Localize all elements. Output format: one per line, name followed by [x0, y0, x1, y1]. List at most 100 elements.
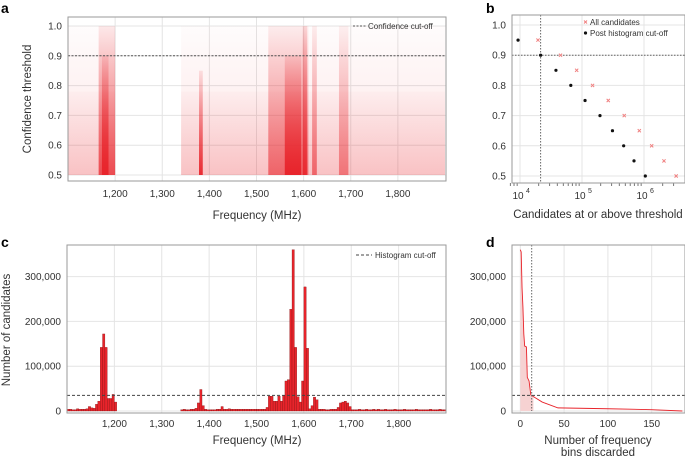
x-axis-label: Frequency (MHz) — [213, 435, 302, 447]
post-cutoff-point — [598, 114, 602, 118]
histogram-bar — [341, 401, 345, 412]
panel-c-histogram: 1,200 1,300 1,400 1,500 1,600 1,700 1,800 0 100,… — [1, 244, 447, 447]
histogram-bar — [235, 409, 238, 412]
plot-frame — [66, 244, 447, 414]
histogram-bar — [230, 409, 233, 412]
all-candidates-point — [606, 98, 611, 103]
histogram-bar — [253, 409, 257, 412]
all-candidates-point — [558, 53, 563, 58]
histogram-bar — [263, 409, 267, 412]
histogram-bar — [104, 347, 108, 412]
histogram-bar — [100, 347, 103, 412]
y-tick-label: 0.7 — [48, 111, 62, 122]
candidate-density-band — [312, 26, 317, 175]
histogram-bar — [332, 409, 335, 412]
all-candidates-point — [622, 113, 627, 118]
x-tick-exponent: 4 — [526, 188, 530, 195]
x-tick-exponent: 5 — [588, 188, 592, 195]
histogram-bar — [227, 408, 231, 412]
histogram-bar — [434, 409, 437, 412]
histogram-bar — [391, 409, 395, 412]
legend-label: Histogram cut-off — [375, 251, 437, 260]
x-tick-label: 1,300 — [149, 419, 174, 430]
x-axis-label-line1: Number of frequency — [544, 435, 652, 447]
histogram-bar — [92, 408, 96, 412]
histogram-bar — [88, 406, 91, 412]
histogram-bar — [114, 401, 117, 412]
histogram-bar — [95, 404, 98, 412]
histogram-bar — [351, 409, 354, 412]
post-cutoff-point — [539, 53, 543, 57]
plot-frame — [67, 16, 447, 182]
histogram-bar — [355, 409, 359, 412]
histogram-bar — [201, 405, 205, 412]
histogram-bar — [384, 409, 387, 412]
histogram-bar — [289, 309, 293, 412]
histogram-bar — [372, 409, 376, 412]
y-tick-label: 0.9 — [492, 51, 506, 62]
histogram-bar — [407, 409, 411, 412]
histogram-bar — [256, 409, 260, 412]
y-axis-label: Confidence threshold — [22, 45, 34, 154]
all-candidates-point — [536, 38, 540, 43]
x-tick-label: 1,300 — [150, 189, 175, 200]
x-tick-label: 1,400 — [197, 189, 222, 200]
x-tick-label: 1,200 — [102, 419, 127, 430]
histogram-bar — [379, 409, 383, 412]
histogram-bar — [301, 380, 305, 412]
histogram-bar — [303, 286, 307, 412]
histogram-bar — [187, 409, 191, 412]
histogram-bar — [249, 409, 252, 412]
histogram-bar — [83, 409, 87, 412]
histogram-bar — [232, 409, 236, 412]
x-tick-label: 10 — [574, 191, 586, 202]
histogram-bar — [315, 399, 319, 412]
candidate-density-band — [302, 26, 307, 175]
histogram-bar — [422, 409, 425, 412]
y-tick-label: 0.6 — [48, 141, 62, 152]
histogram-bar — [329, 409, 333, 412]
histogram-bar — [277, 396, 281, 412]
post-cutoff-point — [583, 98, 587, 103]
histogram-bar — [111, 394, 115, 412]
histogram-bar — [353, 409, 357, 412]
histogram-bar — [412, 409, 416, 412]
y-tick-label: 0 — [55, 407, 61, 418]
histogram-bar — [76, 408, 79, 412]
histogram-bar — [85, 408, 89, 412]
histogram-bar — [216, 409, 219, 412]
histogram-bar — [90, 407, 94, 412]
histogram-bar — [339, 402, 342, 412]
histogram-bar — [280, 400, 283, 412]
histogram-bar — [71, 409, 75, 412]
legend-x-marker — [583, 20, 588, 24]
y-tick-label: 300,000 — [470, 272, 507, 283]
discarded-area-fill — [520, 249, 534, 411]
histogram-bar — [313, 396, 316, 412]
x-axis-label: Frequency (MHz) — [213, 210, 302, 222]
histogram-bar — [190, 409, 193, 412]
plot-frame — [511, 244, 685, 414]
x-tick-label: 1,800 — [386, 419, 411, 430]
legend-label: All candidates — [590, 18, 640, 27]
histogram-bar — [358, 409, 361, 412]
histogram-bar — [306, 348, 309, 412]
y-tick-label: 0.5 — [492, 172, 506, 183]
histogram-bar — [415, 409, 418, 412]
histogram-bar — [441, 409, 444, 412]
histogram-bar — [246, 409, 250, 412]
histogram-bar — [308, 408, 312, 412]
histogram-bar — [388, 409, 392, 412]
histogram-bar — [268, 396, 271, 412]
x-tick-label: 10 — [512, 191, 524, 202]
histogram-bar — [405, 409, 409, 412]
plot-frame — [511, 14, 685, 184]
histogram-bar — [360, 409, 364, 412]
y-tick-label: 0.9 — [48, 51, 62, 62]
x-tick-label: 1,200 — [103, 189, 128, 200]
histogram-bar — [431, 409, 435, 412]
all-candidates-point — [590, 83, 595, 88]
histogram-bar — [320, 409, 323, 412]
histogram-bar — [291, 249, 295, 412]
